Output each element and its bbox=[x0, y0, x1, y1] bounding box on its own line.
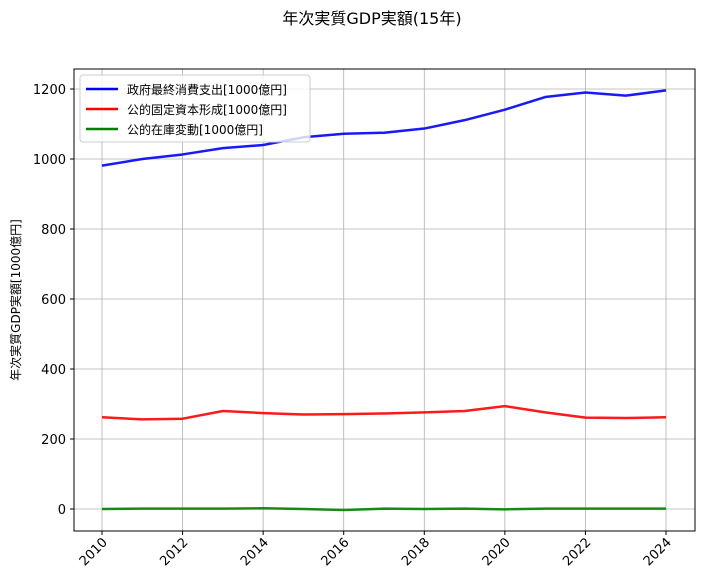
series-line-1 bbox=[101, 404, 667, 421]
chart-title: 年次実質GDP実額(15年) bbox=[282, 9, 461, 28]
x-tick-label: 2016 bbox=[319, 535, 353, 569]
legend-label: 政府最終消費支出[1000億円] bbox=[127, 82, 287, 97]
data-series bbox=[101, 89, 667, 512]
x-tick-label: 2022 bbox=[560, 535, 594, 569]
legend-label: 公的在庫変動[1000億円] bbox=[127, 122, 263, 137]
x-tick-label: 2012 bbox=[157, 535, 191, 569]
plot-frame bbox=[73, 68, 696, 532]
x-tick-label: 2014 bbox=[238, 535, 272, 569]
series-line-0 bbox=[101, 89, 667, 167]
y-tick-label: 1000 bbox=[33, 153, 66, 168]
x-tick-label: 2018 bbox=[399, 535, 433, 569]
y-tick-label: 0 bbox=[58, 503, 66, 518]
y-tick-label: 200 bbox=[41, 433, 66, 448]
y-tick-label: 600 bbox=[41, 293, 66, 308]
y-tick-label: 1200 bbox=[33, 83, 66, 98]
x-axis-ticks: 2010 2012 2014 2016 2018 2020 2022 2024 bbox=[77, 531, 675, 569]
legend-box bbox=[79, 74, 311, 143]
series-line-2 bbox=[101, 507, 666, 512]
legend-label: 公的固定資本形成[1000億円] bbox=[127, 102, 287, 117]
x-tick-label: 2024 bbox=[641, 535, 675, 569]
y-tick-label: 800 bbox=[41, 223, 66, 238]
y-axis-label: 年次実質GDP実額[1000億円] bbox=[8, 219, 23, 381]
y-axis-ticks: 0 200 400 600 800 1000 1200 bbox=[33, 83, 74, 518]
x-tick-label: 2020 bbox=[480, 535, 514, 569]
x-tick-label: 2010 bbox=[77, 535, 111, 569]
y-tick-label: 400 bbox=[41, 363, 66, 378]
legend: 政府最終消費支出[1000億円] 公的固定資本形成[1000億円] 公的在庫変動[1… bbox=[79, 74, 311, 143]
grid-lines bbox=[74, 69, 695, 531]
